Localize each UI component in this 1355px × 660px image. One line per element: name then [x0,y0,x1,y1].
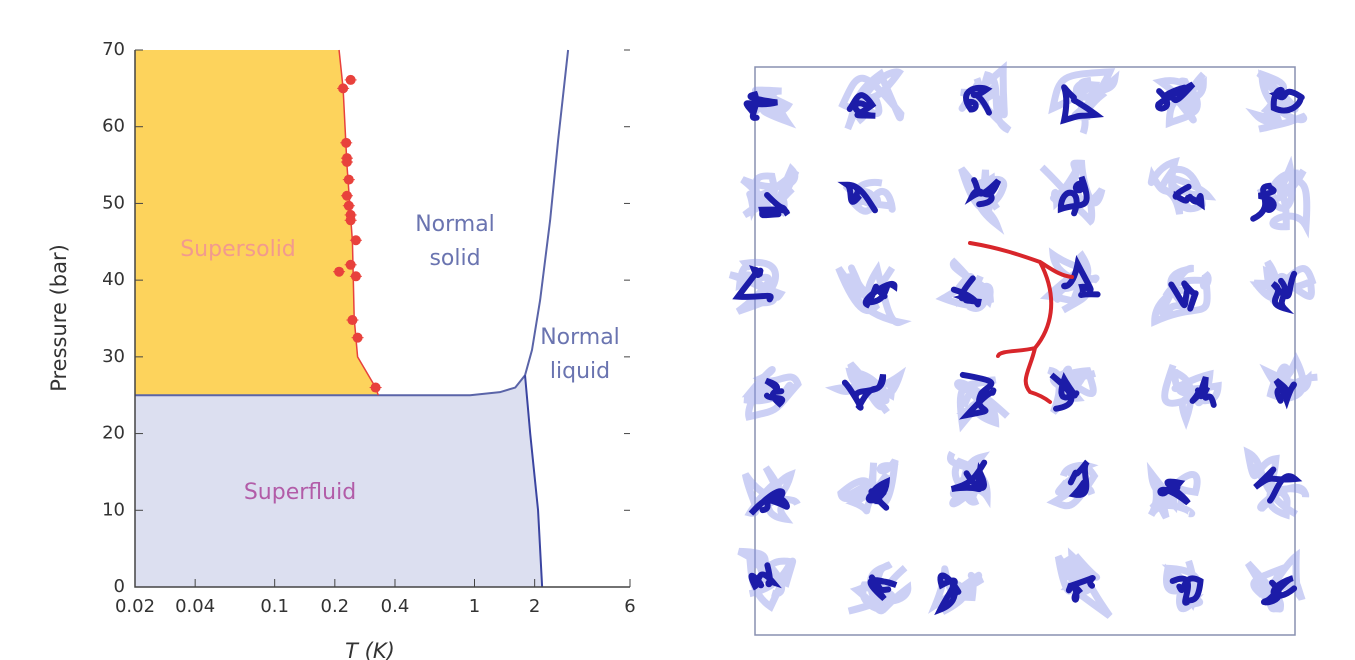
y-tick-label: 20 [102,423,125,444]
data-point [344,201,354,211]
particle-path-faded [1058,556,1109,616]
data-point [371,383,381,393]
y-tick-label: 30 [102,346,125,367]
y-axis-label: Pressure (bar) [47,244,71,392]
particle-path-faded [739,551,793,606]
y-tick-label: 40 [102,269,125,290]
particle-path-faded [1155,268,1208,321]
y-tick-label: 50 [102,192,125,213]
data-point [342,191,352,201]
y-tick-label: 0 [114,576,125,597]
data-point [341,138,351,148]
data-point [346,215,356,225]
data-point [351,235,361,245]
data-point [351,271,361,281]
x-tick-label: 0.4 [381,596,410,617]
supersolid-region [135,50,378,395]
data-point [334,267,344,277]
particle-path-faded [962,169,1004,225]
figure: Pressure (bar) T (K) 0 10 20 30 40 50 60 70 0.02… [0,0,1355,660]
data-point [346,75,356,85]
x-tick-label: 0.2 [321,596,350,617]
page: Pressure (bar) T (K) 0 10 20 30 40 50 60 70 0.02… [0,0,1355,660]
simulation-panel [730,67,1318,635]
x-axis-label: T (K) [345,639,395,660]
y-tick-label: 10 [102,499,125,520]
particle-path [1253,186,1274,219]
region-label: Superfluid [244,480,356,505]
data-point [342,157,352,167]
plot-area [135,50,568,587]
x-tick-label: 0.1 [260,596,289,617]
region-label: Normal [415,212,495,237]
region-label: Supersolid [180,237,296,262]
data-point [338,83,348,93]
data-point [346,260,356,270]
x-tick-label: 2 [529,596,540,617]
region-label: solid [429,246,480,271]
particle-path-faded [1053,72,1115,133]
y-tick-label: 70 [102,39,125,60]
y-tick-label: 60 [102,116,125,137]
data-point [353,333,363,343]
x-tick-label: 1 [469,596,480,617]
x-tick-label: 0.04 [175,596,215,617]
data-point [347,315,357,325]
region-label: liquid [550,359,610,384]
x-tick-label: 6 [624,596,635,617]
x-tick-label: 0.02 [115,596,155,617]
particle-path-faded [1165,365,1218,420]
data-point [344,175,354,185]
region-label: Normal [540,325,620,350]
